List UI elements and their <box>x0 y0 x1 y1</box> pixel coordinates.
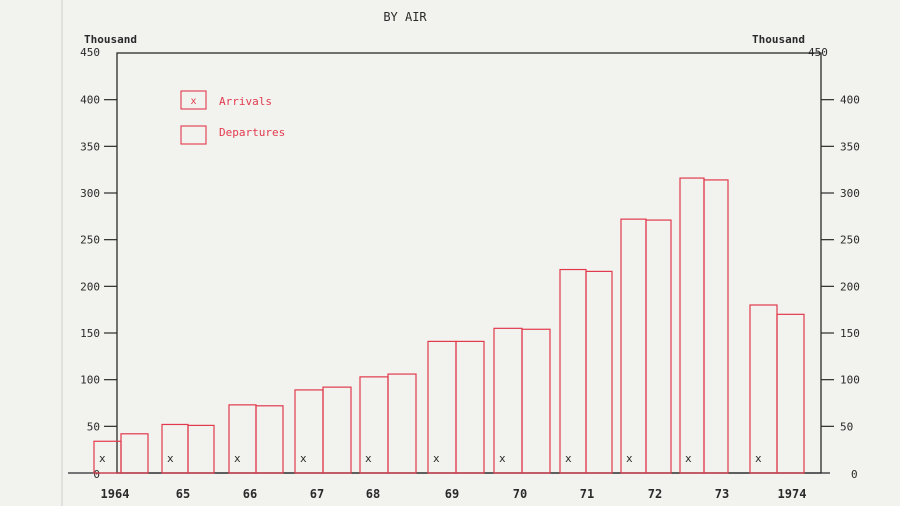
x-tick-label: 1964 <box>101 487 130 501</box>
legend-label-arrivals: Arrivals <box>219 95 272 108</box>
legend-swatch-departures <box>180 125 207 145</box>
y-tick-label-right: 300 <box>840 187 860 200</box>
y-tick-label-right: 200 <box>840 280 860 293</box>
chart-title: BY AIR <box>383 10 427 24</box>
y-tick-label-right: 450 <box>808 46 828 59</box>
arrivals-marker-68: x <box>365 452 372 465</box>
legend-swatch-arrivals-marker: x <box>190 96 196 107</box>
bar-departures-73 <box>703 179 729 474</box>
x-tick-label: 73 <box>715 487 729 501</box>
y-tick-label-right: 350 <box>840 140 860 153</box>
right-axis-unit: Thousand <box>752 33 805 46</box>
y-tick-label-right: 250 <box>840 234 860 247</box>
arrivals-marker-66: x <box>234 452 241 465</box>
bar-departures-70 <box>521 328 551 474</box>
arrivals-marker-72: x <box>626 452 633 465</box>
y-tick-label-right: 400 <box>840 94 860 107</box>
bar-departures-71 <box>585 270 613 474</box>
left-axis-unit: Thousand <box>84 33 137 46</box>
x-tick-label: 71 <box>580 487 594 501</box>
arrivals-marker-1974: x <box>755 452 762 465</box>
x-tick-label: 70 <box>513 487 527 501</box>
arrivals-marker-73: x <box>685 452 692 465</box>
y-tick-label-right: 100 <box>840 374 860 387</box>
y-tick-label-left: 250 <box>80 234 100 247</box>
arrivals-marker-67: x <box>300 452 307 465</box>
bar-departures-67 <box>322 386 352 474</box>
y-tick-label-left: 0 <box>93 468 100 481</box>
y-tick-label-right: 150 <box>840 327 860 340</box>
arrivals-marker-71: x <box>565 452 572 465</box>
y-tick-label-left: 400 <box>80 94 100 107</box>
legend-label-departures: Departures <box>219 126 285 139</box>
legend-item-departures: Departures <box>180 125 285 145</box>
arrivals-marker-69: x <box>433 452 440 465</box>
x-tick-label: 65 <box>176 487 190 501</box>
y-tick-label-right: 50 <box>840 420 853 433</box>
y-tick-label-left: 350 <box>80 140 100 153</box>
arrivals-marker-1964: x <box>99 452 106 465</box>
x-tick-label: 66 <box>243 487 257 501</box>
y-tick-label-left: 200 <box>80 280 100 293</box>
y-axis-left: 0 50 100 150 200 250 300 350 400 450 <box>80 46 117 481</box>
y-tick-label-left: 450 <box>80 46 100 59</box>
y-axis-right: 0 50 100 150 200 250 300 350 400 450 <box>808 46 860 481</box>
y-tick-label-left: 300 <box>80 187 100 200</box>
x-tick-label: 72 <box>648 487 662 501</box>
bar-departures-69 <box>455 340 485 474</box>
arrivals-marker-70: x <box>499 452 506 465</box>
x-tick-label: 67 <box>310 487 324 501</box>
y-tick-label-left: 150 <box>80 327 100 340</box>
bar-departures-66 <box>255 405 284 474</box>
x-tick-label: 69 <box>445 487 459 501</box>
y-tick-label-left: 100 <box>80 374 100 387</box>
legend: x Arrivals Departures <box>180 90 285 145</box>
y-tick-label-left: 50 <box>87 420 100 433</box>
bar-departures-1964 <box>120 433 149 474</box>
x-tick-label: 1974 <box>778 487 807 501</box>
bar-departures-1974 <box>776 313 805 474</box>
legend-item-arrivals: x Arrivals <box>180 90 272 110</box>
arrivals-marker-65: x <box>167 452 174 465</box>
legend-swatch-arrivals <box>180 90 207 110</box>
bar-departures-65 <box>187 424 215 474</box>
y-tick-label-right: 0 <box>851 468 858 481</box>
bar-departures-72 <box>645 219 672 474</box>
x-axis: 1964 65 66 67 68 69 70 71 72 73 1974 <box>101 487 807 501</box>
x-tick-label: 68 <box>366 487 380 501</box>
bar-departures-68 <box>387 373 417 474</box>
